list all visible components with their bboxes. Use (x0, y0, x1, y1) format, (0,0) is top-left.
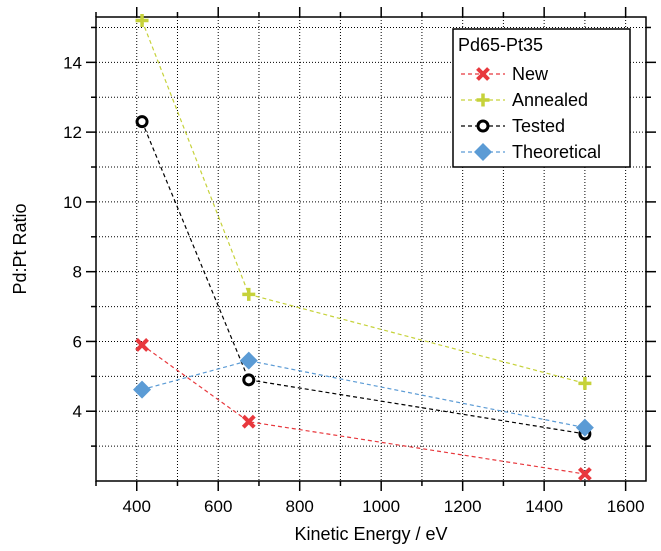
series-theoretical (133, 351, 594, 437)
series-new (135, 338, 592, 481)
y-tick-label: 12 (63, 123, 82, 142)
plot-frame (95, 16, 647, 482)
series-line (141, 360, 586, 429)
legend-label: Tested (512, 116, 565, 136)
y-tick-label: 8 (73, 263, 82, 282)
data-point (241, 414, 256, 429)
data-point (133, 380, 152, 399)
legend: Pd65-Pt35 New Annealed Tested Theoretical (452, 28, 631, 168)
legend-title: Pd65-Pt35 (458, 35, 543, 55)
x-tick-label: 1200 (444, 497, 482, 516)
data-point (242, 287, 256, 301)
data-point (575, 418, 594, 437)
tick-labels: 400 600 800 1000 1200 1400 1600 4 6 8 10 12 14 (63, 53, 644, 516)
axis-ticks (86, 7, 656, 491)
x-axis-title: Kinetic Energy / eV (294, 524, 447, 544)
series-line (141, 344, 585, 475)
legend-item-tested: Tested (461, 116, 565, 136)
legend-label: New (512, 64, 549, 84)
series-layer (133, 13, 594, 481)
series-line (141, 20, 586, 384)
legend-marker (476, 67, 490, 81)
legend-item-theoretical: Theoretical (461, 142, 601, 162)
x-tick-label: 1600 (607, 497, 645, 516)
series-annealed (135, 13, 592, 390)
y-tick-label: 4 (73, 402, 82, 421)
x-tick-label: 1000 (362, 497, 400, 516)
legend-item-new: New (461, 64, 549, 84)
legend-marker (476, 93, 490, 107)
legend-items: New Annealed Tested Theoretical (461, 64, 601, 162)
data-point (577, 467, 592, 481)
y-tick-label: 6 (73, 332, 82, 351)
series-line (141, 121, 585, 435)
data-point (578, 376, 592, 390)
y-tick-label: 14 (63, 53, 82, 72)
data-point (242, 373, 256, 387)
legend-label: Theoretical (512, 142, 601, 162)
data-point (135, 115, 149, 129)
x-tick-label: 800 (286, 497, 314, 516)
data-point (135, 13, 149, 27)
x-tick-label: 1400 (525, 497, 563, 516)
y-tick-label: 10 (63, 193, 82, 212)
y-axis-title: Pd:Pt Ratio (10, 203, 30, 294)
x-tick-label: 400 (123, 497, 151, 516)
legend-marker (474, 143, 492, 161)
data-point (135, 338, 149, 352)
grid (95, 17, 646, 481)
x-tick-label: 600 (204, 497, 232, 516)
data-point (239, 351, 258, 370)
legend-label: Annealed (512, 90, 588, 110)
legend-marker (476, 119, 490, 133)
legend-item-annealed: Annealed (461, 90, 588, 110)
